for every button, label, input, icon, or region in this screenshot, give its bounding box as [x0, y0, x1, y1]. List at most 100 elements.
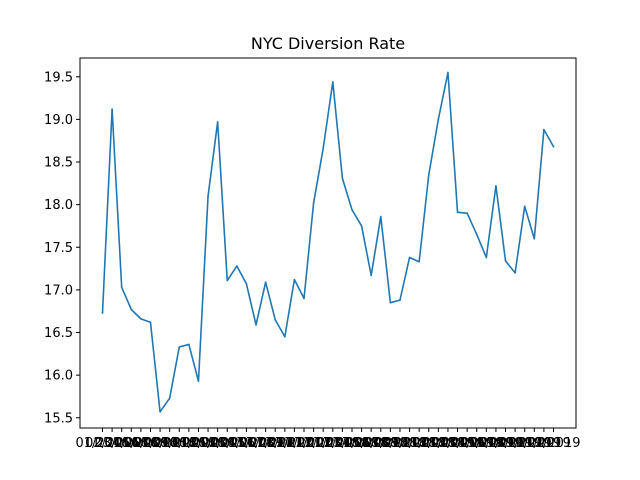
x-axis: 01/201602/201603/201604/201605/201606/20… [75, 428, 581, 451]
x-tick-label: 11/2016 [171, 436, 225, 451]
data-point [504, 260, 507, 262]
x-tick-label: 05/2018 [344, 436, 398, 451]
x-tick-label: 02/2019 [431, 436, 485, 451]
data-point [236, 265, 238, 267]
x-tick-label: 05/2016 [114, 436, 168, 451]
data-point [485, 256, 488, 259]
data-point [293, 278, 296, 281]
data-point [341, 177, 344, 180]
data-point [130, 308, 133, 311]
x-tick-label: 07/2017 [248, 436, 302, 451]
data-point [216, 121, 219, 123]
data-point [120, 286, 123, 289]
data-point [178, 346, 181, 348]
y-tick-label: 17.5 [44, 241, 73, 256]
data-point [408, 256, 411, 259]
data-point [303, 297, 305, 300]
x-tick-label: 09/2019 [498, 436, 552, 451]
x-tick-label: 10/2018 [392, 436, 446, 451]
data-point [523, 205, 526, 208]
y-tick-label: 17.0 [44, 283, 73, 298]
data-point [552, 145, 555, 148]
x-tick-label: 06/2019 [469, 436, 523, 451]
data-point [437, 118, 440, 121]
x-tick-label: 11/2018 [402, 436, 456, 451]
x-tick-label: 07/2019 [479, 436, 533, 451]
plot-series [101, 71, 555, 413]
x-tick-label: 10/2016 [162, 436, 216, 451]
data-point [312, 202, 315, 204]
data-point [149, 321, 152, 324]
x-tick-label: 08/2019 [488, 436, 542, 451]
x-tick-label: 02/2016 [85, 436, 139, 451]
x-tick-label: 02/2017 [200, 436, 254, 451]
data-point [543, 128, 545, 131]
x-tick-label: 01/2018 [306, 436, 360, 451]
x-tick-label: 07/2016 [133, 436, 187, 451]
chart-title: NYC Diversion Rate [251, 34, 405, 53]
data-point [284, 335, 286, 338]
x-tick-label: 12/2017 [296, 436, 350, 451]
x-tick-label: 04/2019 [450, 436, 504, 451]
x-tick-label: 08/2016 [143, 436, 197, 451]
x-tick-label: 05/2019 [459, 436, 513, 451]
x-tick-label: 11/2019 [517, 436, 571, 451]
data-point [533, 237, 536, 240]
x-tick-label: 03/2017 [210, 436, 264, 451]
x-tick-label: 01/2016 [75, 436, 129, 451]
plot-frame [79, 57, 577, 429]
series-line [101, 71, 555, 413]
x-tick-label: 03/2018 [325, 436, 379, 451]
x-tick-label: 03/2019 [440, 436, 494, 451]
data-point [111, 108, 113, 110]
data-point [226, 279, 229, 282]
data-point [399, 299, 401, 301]
data-point [427, 173, 430, 176]
x-tick-label: 08/2018 [373, 436, 427, 451]
x-tick-label: 01/2017 [191, 436, 245, 451]
x-tick-label: 06/2016 [123, 436, 177, 451]
x-tick-label: 10/2017 [277, 436, 331, 451]
data-point [255, 324, 257, 326]
x-tick-label: 09/2017 [267, 436, 321, 451]
y-tick-label: 16.0 [44, 369, 73, 384]
data-point [360, 225, 363, 227]
x-tick-label: 06/2017 [239, 436, 293, 451]
y-tick-label: 15.5 [44, 411, 73, 426]
data-point [245, 283, 248, 285]
data-point [379, 215, 382, 218]
data-point [351, 208, 353, 211]
data-point [495, 185, 497, 187]
y-tick-label: 16.5 [44, 326, 73, 341]
x-tick-label: 01/2019 [421, 436, 475, 451]
x-tick-label: 11/2017 [287, 436, 341, 451]
x-tick-label: 12/2016 [181, 436, 235, 451]
x-tick-label: 08/2017 [258, 436, 312, 451]
y-tick-label: 18.5 [44, 156, 73, 171]
x-tick-label: 07/2018 [363, 436, 417, 451]
y-tick-label: 19.5 [44, 70, 73, 85]
x-tick-label: 10/2019 [507, 436, 561, 451]
data-point [475, 233, 478, 236]
x-tick-label: 09/2016 [152, 436, 206, 451]
data-point [197, 380, 200, 382]
data-point [101, 312, 104, 314]
y-axis: 15.5 16.0 16.5 17.0 17.5 18.0 18.5 19.0 19.5 [44, 70, 80, 426]
data-point [456, 211, 459, 214]
x-tick-label: 04/2016 [104, 436, 158, 451]
x-tick-label: 04/2018 [335, 436, 389, 451]
data-point [274, 318, 277, 321]
x-tick-label: 12/2018 [411, 436, 465, 451]
data-point [159, 411, 161, 413]
data-point [207, 195, 209, 197]
data-point [389, 301, 392, 304]
data-point [514, 272, 516, 274]
data-point [322, 147, 325, 150]
x-tick-label: 03/2016 [95, 436, 149, 451]
data-point [140, 318, 142, 320]
x-tick-label: 12/2019 [526, 436, 580, 451]
data-point [370, 274, 372, 277]
data-point [447, 71, 449, 74]
data-point [418, 260, 420, 263]
